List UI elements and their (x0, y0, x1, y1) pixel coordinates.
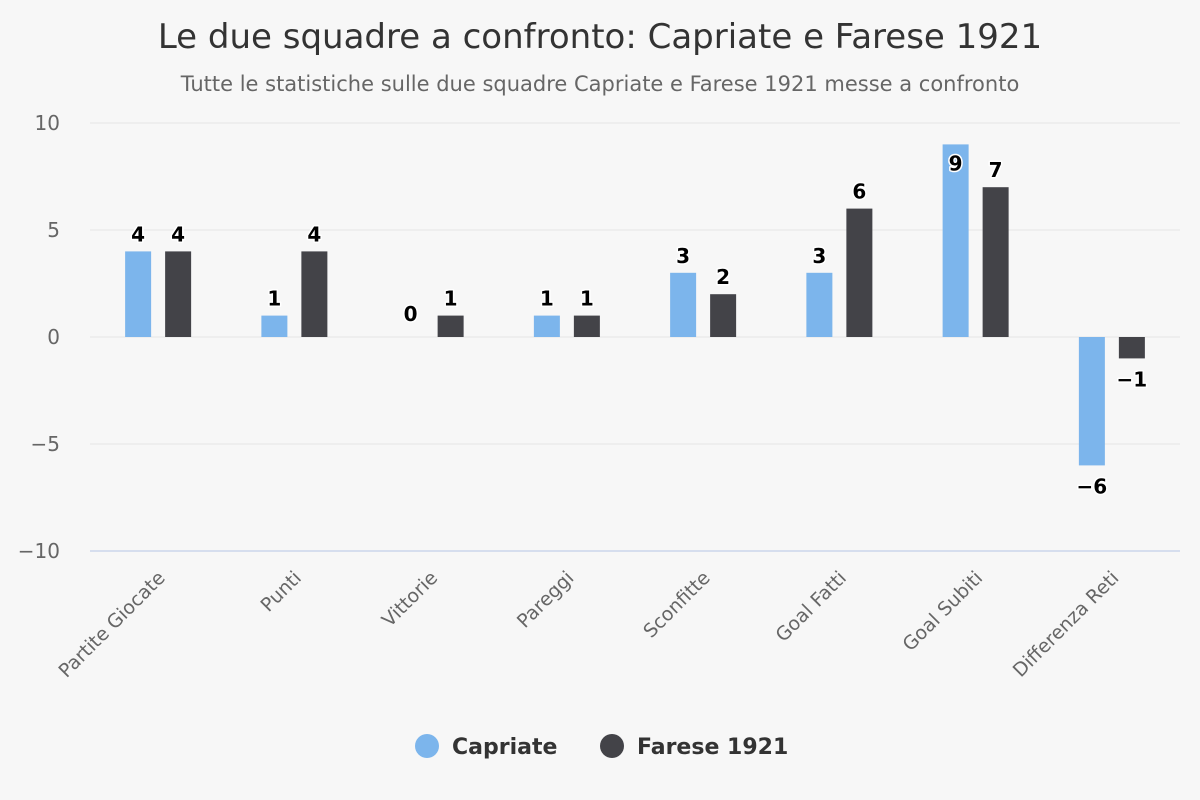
data-label: 2 (716, 265, 730, 289)
data-label: 4 (171, 222, 185, 246)
x-tick-label: Sconfitte (639, 567, 714, 642)
data-label: −6 (1077, 474, 1108, 498)
data-label: 0 (404, 302, 418, 326)
data-label: 1 (540, 287, 554, 311)
y-tick-label: 10 (35, 111, 60, 135)
bar-farese-1921-6 (982, 187, 1009, 337)
x-tick-label: Goal Subiti (898, 567, 987, 656)
x-tick-label: Pareggi (513, 567, 579, 633)
x-tick-label: Partite Giocate (55, 567, 170, 682)
bar-farese-1921-0 (165, 251, 192, 337)
data-label: 1 (444, 287, 458, 311)
legend: Capriate Farese 1921 (415, 734, 788, 760)
bar-farese-1921-5 (846, 208, 873, 337)
bar-capriate-4 (670, 272, 697, 337)
data-label: 6 (852, 180, 866, 204)
data-label: 4 (307, 222, 321, 246)
bar-capriate-6 (942, 144, 969, 337)
bar-farese-1921-1 (301, 251, 328, 337)
y-tick-label: −10 (18, 539, 60, 563)
y-tick-label: 0 (47, 325, 60, 349)
bar-capriate-3 (533, 315, 560, 337)
y-tick-label: −5 (31, 432, 60, 456)
grid-lines (90, 122, 1180, 552)
data-label: 4 (131, 222, 145, 246)
bar-capriate-7 (1078, 337, 1105, 466)
bar-capriate-0 (125, 251, 152, 337)
data-label: 3 (676, 244, 690, 268)
legend-marker (600, 734, 624, 758)
legend-marker (415, 734, 439, 758)
x-tick-label: Differenza Reti (1009, 567, 1124, 682)
data-label: 9 (949, 151, 963, 175)
x-tick-label: Punti (256, 567, 305, 616)
x-axis-ticks: Partite Giocate Punti Vittorie Pareggi Sconf… (55, 567, 1124, 682)
legend-item-farese-1921[interactable]: Farese 1921 (600, 734, 788, 760)
bar-farese-1921-4 (710, 294, 737, 337)
x-tick-label: Vittorie (378, 567, 442, 631)
legend-item-capriate[interactable]: Capriate (415, 734, 557, 760)
bar-farese-1921-7 (1118, 337, 1145, 359)
y-axis-ticks: 10 5 0 −5 −10 (18, 111, 60, 563)
data-label: 3 (812, 244, 826, 268)
bar-capriate-5 (806, 272, 833, 337)
legend-label: Farese 1921 (637, 735, 788, 760)
x-tick-label: Goal Fatti (771, 567, 850, 646)
bar-farese-1921-2 (437, 315, 464, 337)
data-label: 7 (989, 158, 1003, 182)
chart-title: Le due squadre a confronto: Capriate e F… (158, 17, 1042, 57)
data-label: 1 (267, 287, 281, 311)
y-tick-label: 5 (47, 218, 60, 242)
bar-capriate-1 (261, 315, 288, 337)
chart-subtitle: Tutte le statistiche sulle due squadre C… (180, 72, 1020, 96)
legend-label: Capriate (452, 735, 557, 760)
data-label: 1 (580, 287, 594, 311)
data-label: −1 (1117, 367, 1148, 391)
bar-farese-1921-3 (573, 315, 600, 337)
data-labels: 4 4 1 4 0 1 1 1 3 2 3 6 9 7 −6 −1 (130, 150, 1149, 500)
bars (125, 144, 1145, 466)
